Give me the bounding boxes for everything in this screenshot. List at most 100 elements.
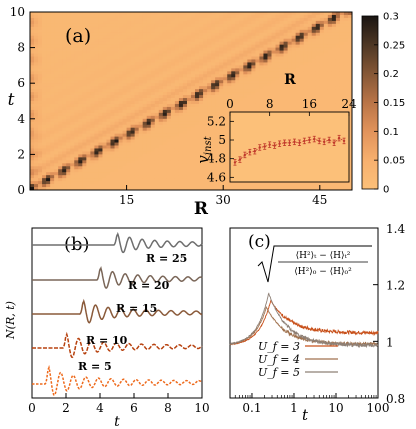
inset-point — [307, 136, 311, 144]
panel-b-curve — [32, 231, 203, 254]
legend-entry: U_f = 4 — [258, 353, 338, 366]
colorbar-tick: 0.3 — [383, 12, 399, 23]
inset-point — [288, 139, 291, 147]
inset-x-tick: 24 — [341, 97, 357, 111]
legend-label: U_f = 5 — [258, 366, 300, 379]
colorbar-tick: 0 — [383, 185, 389, 196]
panel-b-x-tick: 2 — [62, 401, 70, 415]
panel-b-series-label: R = 10 — [86, 334, 128, 347]
heatmap-y-tick: 10 — [10, 5, 25, 19]
inset-x-label: R — [284, 72, 296, 88]
heatmap-frame — [29, 11, 353, 191]
heatmap-y-ticks: 0 2 4 6 8 10 — [10, 5, 35, 197]
panel-b-x-tick: 0 — [28, 401, 36, 415]
inset-point — [278, 140, 282, 147]
panel-b-series-label: R = 25 — [146, 252, 187, 265]
inset-point — [243, 151, 247, 159]
inset-point — [317, 137, 321, 145]
panel-c-curve — [229, 299, 379, 346]
colorbar-ticks: 0 0.05 0.1 0.15 0.2 0.25 0.3 — [374, 12, 405, 196]
legend-entry: U_f = 3 — [258, 340, 338, 353]
inset-point — [273, 142, 277, 149]
inset-point — [263, 143, 267, 150]
panel-b-curve — [32, 298, 203, 324]
panel-c-formula: ⟨H²⟩ₜ − ⟨H⟩ₜ² ⟨H²⟩₀ − ⟨H⟩₀² — [257, 245, 372, 283]
panel-c: (c) ⟨H²⟩ₜ − ⟨H⟩ₜ² ⟨H²⟩₀ − ⟨H⟩₀² 0.1 1 10 10… — [229, 222, 405, 424]
panel-b-y-label: N(R, t) — [4, 301, 17, 340]
colorbar-tick: 0.15 — [383, 98, 405, 109]
inset-point — [283, 139, 287, 147]
formula-denominator: ⟨H²⟩₀ − ⟨H⟩₀² — [294, 267, 352, 277]
panel-b-x-label: t — [114, 414, 120, 429]
inset-point — [327, 136, 331, 144]
panel-c-x-tick: 1 — [290, 401, 298, 415]
inset-x-tick: 8 — [266, 97, 274, 111]
inset-point — [297, 139, 301, 147]
panel-c-x-tick: 0.1 — [242, 401, 261, 415]
panel-c-y-tick: 1.2 — [386, 279, 405, 293]
inset-point — [302, 137, 306, 145]
inset-points — [233, 134, 346, 166]
inset-point — [253, 147, 257, 155]
heatmap-x-tick: 30 — [216, 193, 231, 207]
inset-point — [332, 139, 336, 147]
inset-x-tick: 0 — [226, 97, 234, 111]
inset-point — [337, 134, 341, 142]
inset-point — [312, 135, 316, 143]
colorbar-tick: 0.05 — [383, 156, 405, 167]
inset-y-tick: 4.6 — [207, 170, 226, 184]
heatmap-x-tick: 15 — [119, 193, 134, 207]
panel-label-a: (a) — [65, 25, 91, 47]
panel-c-curves — [229, 292, 379, 349]
panel-b-curves — [32, 231, 203, 397]
panel-c-curve — [229, 292, 379, 349]
panel-label-c: (c) — [248, 232, 271, 252]
panel-c-x-tick: 100 — [367, 401, 390, 415]
inset-point — [268, 141, 272, 148]
panel-b-series-label: R = 20 — [128, 279, 170, 292]
panel-c-legend: U_f = 3U_f = 4U_f = 5 — [258, 340, 338, 379]
inset-point — [233, 159, 237, 166]
panel-c-x-ticks: 0.1 1 10 100 — [229, 393, 390, 415]
panel-b-x-tick: 8 — [164, 401, 172, 415]
panel-b-series-label: R = 15 — [116, 302, 157, 315]
panel-b-curve — [32, 364, 203, 397]
inset-frame — [229, 111, 350, 183]
legend-entry: U_f = 5 — [258, 366, 338, 379]
panel-b-x-tick: 4 — [96, 401, 104, 415]
panel-c-y-ticks: 0.8 1 1.2 1.4 — [373, 222, 405, 406]
inset-x-tick: 16 — [302, 97, 317, 111]
panel-b-frame — [31, 227, 203, 399]
panel-c-frame — [229, 227, 379, 399]
colorbar-tick: 0.2 — [383, 69, 399, 80]
panel-c-x-label: t — [302, 406, 309, 424]
formula-numerator: ⟨H²⟩ₜ − ⟨H⟩ₜ² — [296, 251, 351, 261]
inset-point — [258, 144, 262, 151]
heatmap-x-ticks: 15 30 45 — [119, 185, 327, 207]
inset-point — [322, 138, 326, 146]
panel-b-series-labels: R = 5 R = 10 R = 15 R = 20 R = 25 — [78, 252, 187, 373]
panel-b-curve — [32, 331, 203, 359]
inset-y-tick: 4.8 — [207, 152, 226, 166]
heatmap-y-tick: 4 — [17, 112, 25, 126]
inset-plot: 0 8 16 244.64.855.2 R vinst — [194, 72, 357, 184]
heatmap-y-tick: 6 — [17, 76, 25, 90]
inset-point — [248, 148, 252, 156]
inset-y-tick: 5 — [218, 133, 226, 147]
legend-label: U_f = 3 — [258, 340, 300, 353]
heatmap-y-tick: 8 — [17, 41, 25, 55]
panel-c-y-tick: 1 — [386, 335, 394, 349]
panel-c-x-tick: 10 — [328, 401, 343, 415]
heatmap-x-tick: 45 — [312, 193, 327, 207]
colorbar-tick: 0.25 — [383, 40, 405, 51]
panel-b-x-tick: 10 — [194, 401, 209, 415]
panel-c-y-tick: 0.8 — [386, 392, 405, 406]
panel-b-x-tick: 6 — [130, 401, 138, 415]
panel-b-curve — [32, 265, 203, 289]
inset-point — [342, 137, 346, 145]
inset-point — [292, 138, 296, 146]
panel-b-series-label: R = 5 — [78, 360, 112, 373]
heatmap-y-tick: 2 — [17, 147, 25, 161]
